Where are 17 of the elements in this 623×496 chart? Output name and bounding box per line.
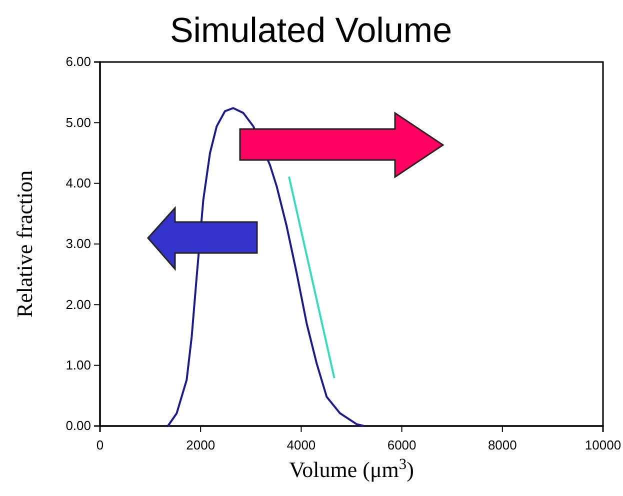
y-tick-label: 0.00 (66, 418, 91, 434)
x-tick-label: 2000 (186, 437, 216, 452)
x-tick-label: 4000 (286, 437, 316, 452)
y-axis-title: Relative fraction (12, 170, 37, 318)
x-tick-label: 6000 (387, 437, 416, 452)
y-tick-label: 1.00 (66, 357, 91, 372)
y-tick-label: 2.00 (66, 296, 91, 312)
x-axis-title: Volume (μm$^{3}$) (289, 456, 414, 482)
x-tick-label: 0 (96, 437, 104, 452)
line-series (166, 107, 366, 427)
x-tick-label: 10000 (584, 437, 622, 452)
chart-title: Simulated Volume (170, 11, 452, 50)
y-tick-label: 4.00 (66, 175, 91, 190)
y-tick-label: 6.00 (66, 54, 91, 70)
y-tick-label: 3.00 (66, 236, 91, 252)
y-tick-label: 5.00 (66, 114, 91, 130)
x-tick-label: 8000 (488, 437, 517, 452)
